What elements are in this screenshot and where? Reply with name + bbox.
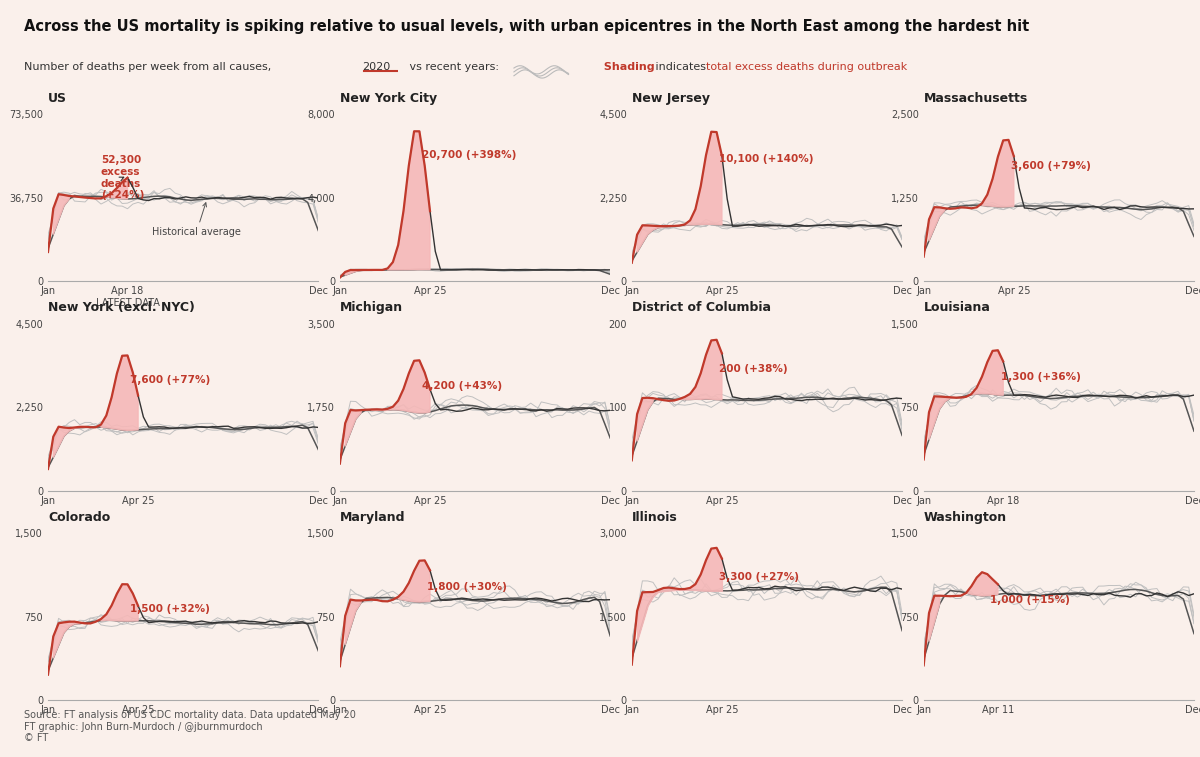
Text: 3,600 (+79%): 3,600 (+79%)	[1012, 160, 1091, 171]
Text: Number of deaths per week from all causes,: Number of deaths per week from all cause…	[24, 62, 275, 72]
Text: 200 (+38%): 200 (+38%)	[719, 364, 788, 374]
Text: 1,800 (+30%): 1,800 (+30%)	[427, 581, 508, 591]
Text: 3,300 (+27%): 3,300 (+27%)	[719, 572, 799, 582]
Text: District of Columbia: District of Columbia	[631, 301, 770, 314]
Text: New York (excl. NYC): New York (excl. NYC)	[48, 301, 194, 314]
Text: 4,200 (+43%): 4,200 (+43%)	[422, 382, 502, 391]
Text: Louisiana: Louisiana	[924, 301, 990, 314]
Text: New Jersey: New Jersey	[631, 92, 710, 104]
Text: Massachusetts: Massachusetts	[924, 92, 1028, 104]
Text: Colorado: Colorado	[48, 511, 110, 524]
Text: vs recent years:: vs recent years:	[406, 62, 502, 72]
Text: Shading: Shading	[600, 62, 655, 72]
Text: 1,300 (+36%): 1,300 (+36%)	[1001, 372, 1080, 382]
Text: total excess deaths during outbreak: total excess deaths during outbreak	[706, 62, 907, 72]
Text: 7,600 (+77%): 7,600 (+77%)	[130, 375, 210, 385]
Text: 2020: 2020	[362, 62, 391, 72]
Text: US: US	[48, 92, 67, 104]
Text: Michigan: Michigan	[340, 301, 403, 314]
Text: Historical average: Historical average	[152, 203, 241, 238]
Text: indicates: indicates	[652, 62, 709, 72]
Text: 1,000 (+15%): 1,000 (+15%)	[990, 595, 1070, 606]
Text: Source: FT analysis of US CDC mortality data. Data updated May 20
FT graphic: Jo: Source: FT analysis of US CDC mortality …	[24, 710, 356, 743]
Text: Maryland: Maryland	[340, 511, 406, 524]
Text: Washington: Washington	[924, 511, 1007, 524]
Text: Illinois: Illinois	[631, 511, 678, 524]
Text: 20,700 (+398%): 20,700 (+398%)	[422, 150, 516, 160]
Text: 10,100 (+140%): 10,100 (+140%)	[719, 154, 814, 164]
Text: Across the US mortality is spiking relative to usual levels, with urban epicentr: Across the US mortality is spiking relat…	[24, 19, 1030, 34]
Text: 1,500 (+32%): 1,500 (+32%)	[130, 604, 210, 615]
Text: New York City: New York City	[340, 92, 437, 104]
Text: 52,300
excess
deaths
(+24%): 52,300 excess deaths (+24%)	[101, 155, 144, 200]
